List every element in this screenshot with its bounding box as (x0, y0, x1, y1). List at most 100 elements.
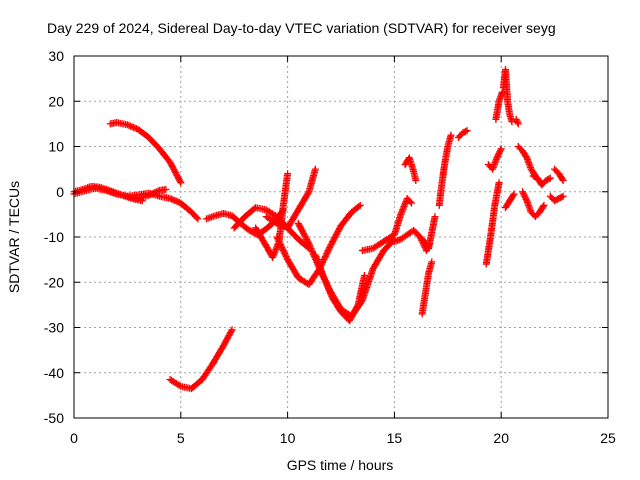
data-point (520, 191, 528, 199)
data-point (327, 291, 335, 299)
data-point (546, 174, 554, 182)
data-point (322, 251, 330, 259)
data-point (519, 189, 527, 197)
data-point (304, 189, 312, 197)
data-point (558, 193, 566, 201)
series-arc-12 (311, 251, 368, 325)
grid (74, 56, 608, 418)
data-point (513, 117, 521, 125)
data-point (428, 258, 436, 266)
series-arc-10 (273, 201, 364, 289)
data-point (355, 202, 363, 210)
data-point (407, 199, 415, 207)
data-point (360, 271, 368, 279)
data-point (177, 179, 185, 187)
data-point (497, 145, 505, 153)
data-point (311, 165, 319, 173)
data-point (521, 192, 529, 200)
data-point (519, 188, 527, 196)
data-point (514, 120, 522, 128)
data-point (496, 148, 504, 156)
data-point (325, 286, 333, 294)
y-tick-label: 20 (48, 93, 64, 109)
series-arc-9 (262, 165, 319, 232)
data-point (498, 88, 506, 96)
series-arc-3 (123, 189, 202, 223)
data-point (431, 213, 439, 221)
data-point (494, 152, 502, 160)
data-point (280, 248, 288, 256)
series-arc-24 (499, 66, 516, 126)
data-point (540, 201, 548, 209)
data-point (406, 198, 414, 206)
series-arc-19 (435, 131, 455, 209)
data-point (323, 282, 331, 290)
data-points (70, 66, 567, 393)
data-point (277, 242, 285, 250)
data-point (462, 127, 470, 135)
data-point (325, 285, 333, 293)
series-arc-30 (546, 192, 567, 205)
data-point (323, 250, 331, 258)
data-point (326, 288, 334, 296)
series-arc-21 (482, 179, 503, 268)
y-tick-label: 10 (48, 139, 64, 155)
x-tick-label: 0 (70, 430, 78, 446)
y-tick-label: -40 (44, 365, 64, 381)
data-point (512, 115, 520, 123)
data-point (321, 254, 329, 262)
data-point (275, 238, 283, 246)
data-point (321, 275, 329, 283)
data-point (325, 245, 333, 253)
series-arc-13 (358, 195, 415, 255)
data-point (509, 191, 517, 199)
y-tick-label: 0 (56, 184, 64, 200)
data-point (493, 154, 501, 162)
data-point (176, 177, 184, 185)
data-point (306, 241, 314, 249)
series-arc-11 (294, 219, 398, 320)
data-point (279, 245, 287, 253)
data-point (322, 278, 330, 286)
data-point (320, 256, 328, 264)
data-point (463, 127, 471, 135)
data-point (194, 215, 202, 223)
data-point (307, 244, 315, 252)
series-arc-18 (425, 213, 439, 252)
axis-ticks: 0 5 10 15 20 25 -50 -40 -30 -20 -10 0 10 20 30 (44, 48, 616, 446)
data-point (323, 248, 331, 256)
data-point (522, 195, 530, 203)
data-point (324, 283, 332, 291)
data-point (306, 243, 314, 251)
data-point (273, 233, 281, 241)
data-point (271, 218, 279, 226)
y-tick-label: -30 (44, 320, 64, 336)
data-point (508, 118, 516, 126)
data-point (281, 251, 289, 259)
data-point (545, 175, 553, 183)
y-tick-label: -10 (44, 229, 64, 245)
chart-title: Day 229 of 2024, Sidereal Day-to-day VTE… (47, 20, 556, 36)
data-point (495, 149, 503, 157)
data-point (559, 192, 567, 200)
data-point (321, 277, 329, 285)
series-arc-22 (484, 145, 505, 173)
data-point (304, 238, 312, 246)
data-point (514, 118, 522, 126)
data-point (274, 235, 282, 243)
x-tick-label: 10 (280, 430, 296, 446)
series-arc-29 (529, 172, 554, 189)
data-point (282, 253, 290, 261)
data-point (353, 302, 361, 310)
x-tick-label: 20 (493, 430, 509, 446)
data-point (276, 239, 284, 247)
data-point (274, 236, 282, 244)
y-tick-label: 30 (48, 48, 64, 64)
x-axis-label: GPS time / hours (287, 457, 394, 473)
data-point (496, 146, 504, 154)
y-tick-label: -50 (44, 410, 64, 426)
series-arc-25 (501, 190, 518, 212)
data-point (323, 280, 331, 288)
series-arc-15 (401, 154, 420, 184)
